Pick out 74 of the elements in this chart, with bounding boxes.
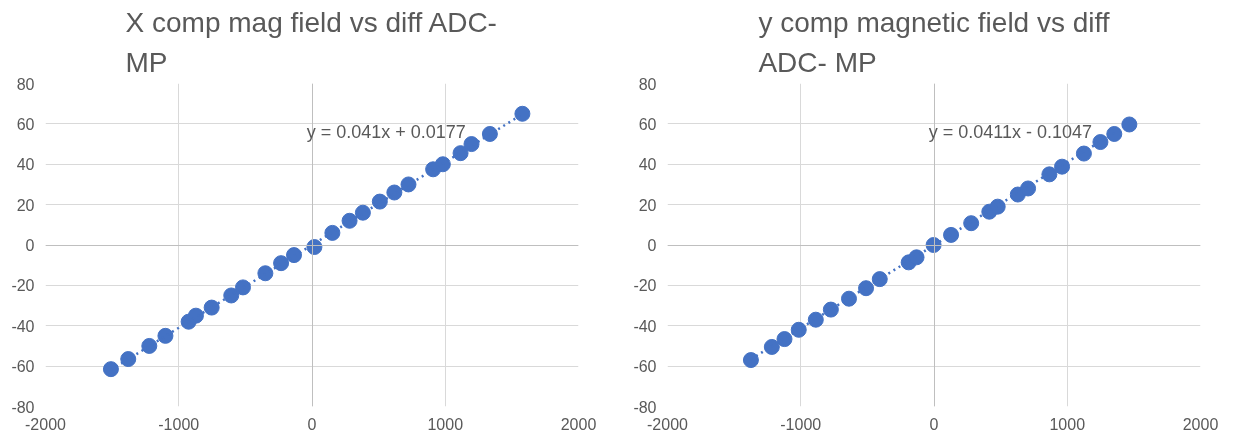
y-tick-label: -80 xyxy=(11,398,35,416)
point xyxy=(386,184,403,201)
point xyxy=(1106,125,1123,142)
y-tick-label: 0 xyxy=(25,237,35,254)
x-tick-label: -1000 xyxy=(158,415,200,433)
point xyxy=(1092,134,1109,151)
point xyxy=(989,198,1006,215)
y-tick-label: -60 xyxy=(633,358,657,376)
point xyxy=(807,311,824,328)
point xyxy=(463,136,480,153)
point xyxy=(763,338,780,355)
y-tick-label: 60 xyxy=(638,115,657,133)
point xyxy=(141,337,158,354)
point xyxy=(400,176,417,193)
point xyxy=(157,327,174,344)
y-tick-label: -20 xyxy=(633,277,657,295)
point xyxy=(742,352,759,369)
point xyxy=(840,290,857,307)
point xyxy=(1020,180,1037,197)
y-tick-label: 20 xyxy=(16,196,35,214)
point xyxy=(434,156,451,173)
point xyxy=(871,271,888,288)
point xyxy=(776,331,793,348)
point xyxy=(1121,116,1138,133)
point xyxy=(341,212,358,229)
point xyxy=(1075,145,1092,162)
point xyxy=(943,226,960,243)
y-tick-label: -20 xyxy=(11,277,35,295)
point xyxy=(324,224,341,241)
point xyxy=(1041,166,1058,183)
y-tick-label: 20 xyxy=(638,196,657,214)
chart-title: X comp mag field vs diff ADC-MP xyxy=(125,7,497,79)
y-tick-label: 80 xyxy=(638,75,657,93)
point xyxy=(234,279,251,296)
y-tick-label: -40 xyxy=(633,317,657,335)
point xyxy=(120,351,137,368)
point xyxy=(273,255,290,272)
point xyxy=(481,125,498,142)
x-tick-label: -1000 xyxy=(780,415,822,433)
x-tick-label: -2000 xyxy=(647,415,689,433)
x-tick-label: 1000 xyxy=(427,415,464,433)
point xyxy=(822,301,839,318)
point xyxy=(257,265,274,282)
y-tick-label: -60 xyxy=(11,358,35,376)
y-tick-label: 80 xyxy=(16,75,35,93)
y-tick-label: -80 xyxy=(633,398,657,416)
annotation: y = 0.041x + 0.0177 xyxy=(306,121,466,142)
point xyxy=(858,280,875,297)
point xyxy=(514,105,531,122)
x-tick-label: 0 xyxy=(307,415,317,433)
point xyxy=(371,193,388,210)
point xyxy=(187,307,204,324)
point xyxy=(102,361,119,378)
y-tick-label: -40 xyxy=(11,317,35,335)
y-tick-label: 40 xyxy=(16,156,35,174)
chart-title: y comp magnetic field vs diff ADC- MP xyxy=(758,7,1110,79)
point xyxy=(963,215,980,232)
point xyxy=(908,249,925,266)
x-tick-label: 2000 xyxy=(1182,415,1219,433)
point xyxy=(223,287,240,304)
x-tick-label: 0 xyxy=(929,415,939,433)
y-tick-label: 60 xyxy=(16,115,35,133)
point xyxy=(790,321,807,338)
x-tick-label: 2000 xyxy=(560,415,597,433)
point xyxy=(1054,158,1071,175)
y-tick-label: 0 xyxy=(647,237,657,254)
annotation: y = 0.0411x - 0.1047 xyxy=(928,121,1092,142)
y-tick-label: 40 xyxy=(638,156,657,174)
point xyxy=(286,247,303,264)
point xyxy=(354,204,371,221)
point xyxy=(203,299,220,316)
point xyxy=(452,145,469,162)
x-tick-label: 1000 xyxy=(1049,415,1086,433)
x-tick-label: -2000 xyxy=(25,415,67,433)
